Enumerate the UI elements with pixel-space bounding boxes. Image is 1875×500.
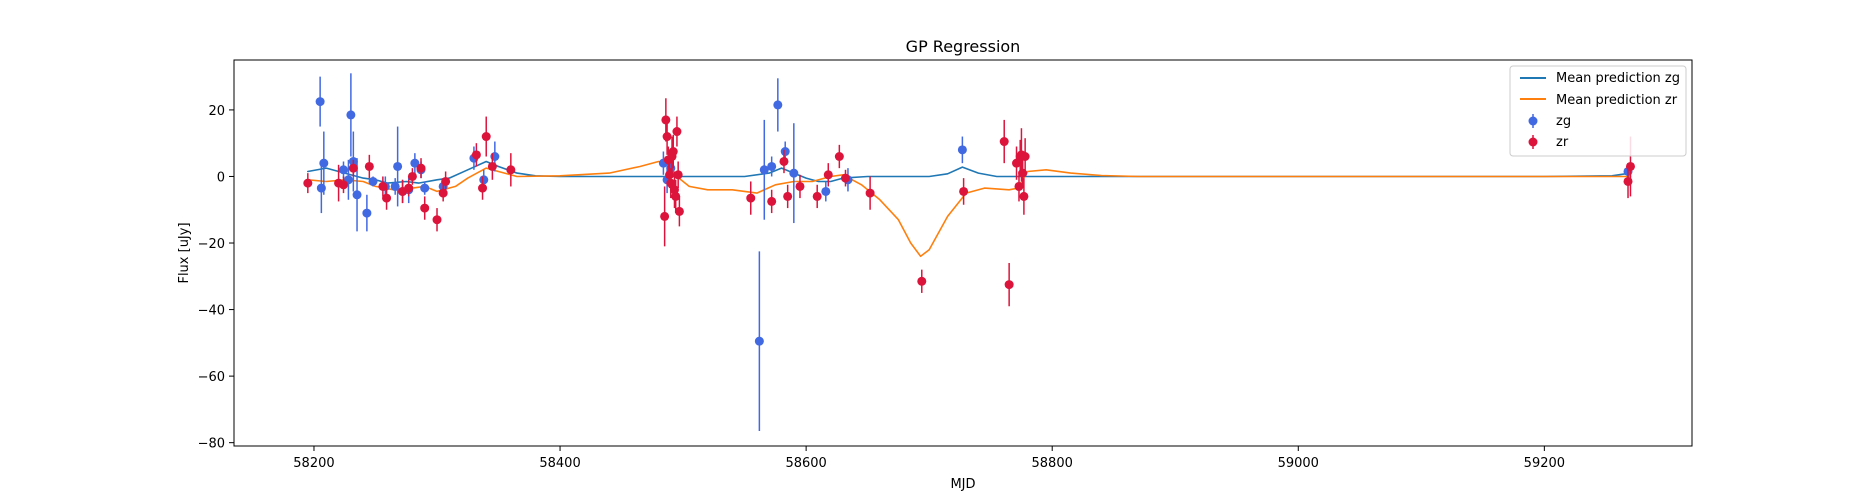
legend-marker-zg-icon [1528, 114, 1538, 128]
data-point-zr [303, 173, 313, 194]
data-point-zr [671, 179, 681, 214]
data-point-zr [407, 168, 417, 185]
data-point-zr [1012, 146, 1022, 180]
data-point-zr [1020, 138, 1030, 175]
x-axis: 58200 58400 58600 58800 59000 59200 [293, 446, 1565, 471]
data-point-zr [917, 269, 927, 293]
data-point-zr [823, 163, 833, 187]
data-point-zr [959, 178, 969, 205]
data-point-zr [865, 176, 875, 210]
x-tick-label: 58800 [1032, 456, 1073, 471]
data-point-zg [315, 76, 325, 127]
data-point-zr [441, 171, 451, 192]
data-point-zr [506, 153, 516, 187]
data-point-zr [779, 149, 789, 174]
data-point-zr [1004, 262, 1014, 307]
data-point-zr [660, 186, 670, 247]
y-axis: −80 −60 −40 −20 0 20 [198, 104, 234, 452]
data-point-zr [840, 169, 850, 187]
data-point-zg [319, 131, 329, 195]
data-point-zr [746, 181, 756, 215]
legend-label-mean-zr: Mean prediction zr [1556, 93, 1678, 108]
data-point-zr [783, 184, 793, 209]
data-point-zg [957, 136, 967, 164]
chart-title: GP Regression [906, 37, 1021, 56]
data-point-zr [666, 168, 676, 199]
legend-label-zr: zr [1556, 135, 1569, 150]
data-point-zr [348, 159, 358, 177]
data-point-zg [410, 153, 420, 174]
y-axis-label: Flux [uJy] [177, 222, 192, 283]
data-point-zg [393, 126, 403, 207]
legend-marker-zr-icon [1528, 135, 1538, 149]
x-axis-label: MJD [950, 477, 975, 492]
data-point-zr [364, 154, 374, 179]
data-point-zg [362, 194, 372, 232]
data-point-zr [404, 179, 414, 197]
data-point-zr [432, 208, 442, 232]
legend-box [1509, 65, 1687, 157]
data-point-zg [346, 73, 356, 157]
data-point-zr [672, 116, 682, 147]
x-tick-label: 59200 [1524, 456, 1565, 471]
data-point-zr [812, 184, 822, 209]
data-point-zr [1014, 171, 1024, 202]
data-point-zr [382, 186, 392, 210]
data-point-zr [471, 143, 481, 167]
data-point-zg [821, 181, 831, 202]
y-tick-label: −40 [198, 304, 225, 319]
x-tick-label: 58400 [539, 456, 580, 471]
data-point-zr [673, 161, 683, 189]
x-tick-label: 58200 [293, 456, 334, 471]
data-point-zg [420, 181, 430, 195]
data-point-zr [478, 176, 488, 200]
data-point-zr [669, 171, 679, 209]
data-point-zr [999, 119, 1009, 164]
data-point-zr [795, 174, 805, 199]
data-point-zr [378, 176, 388, 197]
data-point-zr [416, 158, 426, 179]
data-point-zg [789, 123, 799, 224]
data-point-zr [420, 196, 430, 220]
y-tick-label: −20 [198, 237, 225, 252]
plot-frame [233, 59, 1693, 447]
x-tick-label: 58600 [785, 456, 826, 471]
data-point-zr [662, 118, 672, 155]
y-tick-label: −60 [198, 370, 225, 385]
data-point-zg [339, 161, 349, 179]
data-point-zr [674, 196, 684, 227]
data-point-zg [368, 176, 378, 187]
data-point-zg [759, 119, 769, 220]
legend-label-mean-zg: Mean prediction zg [1556, 71, 1680, 86]
data-point-zr [1019, 178, 1029, 215]
data-point-zr [668, 134, 678, 169]
legend: Mean prediction zg Mean prediction zr zg… [1509, 65, 1687, 157]
data-point-zr [481, 116, 491, 157]
data-point-zg [754, 251, 764, 432]
y-tick-label: 20 [208, 104, 225, 119]
data-point-zr [339, 176, 349, 194]
y-tick-label: −80 [198, 437, 225, 452]
mean-prediction-line-zg [306, 160, 1632, 184]
data-point-zr [767, 189, 777, 214]
data-point-zr [487, 153, 497, 180]
y-tick-label: 0 [217, 170, 225, 185]
x-tick-label: 59000 [1278, 456, 1319, 471]
data-point-zr [834, 144, 844, 169]
data-point-zg [767, 156, 777, 177]
legend-label-zg: zg [1556, 114, 1571, 129]
data-point-zg [773, 78, 783, 132]
